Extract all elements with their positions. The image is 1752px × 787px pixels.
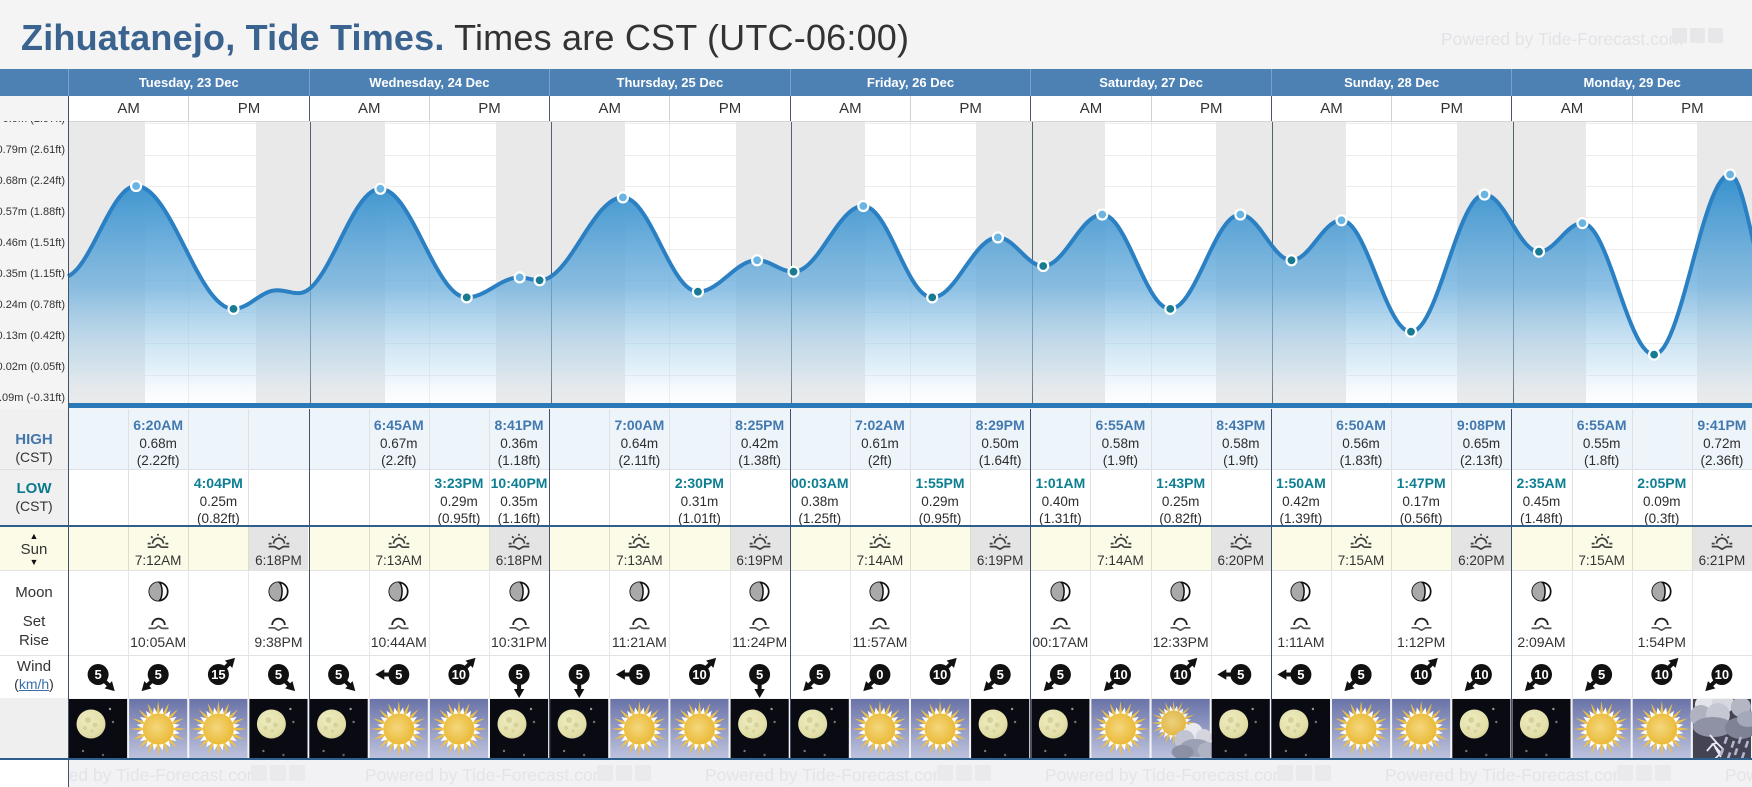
svg-text:5: 5 [1357,667,1364,682]
svg-text:10: 10 [452,667,466,682]
svg-text:5: 5 [1057,667,1064,682]
svg-text:5: 5 [94,667,101,682]
svg-text:10: 10 [1113,667,1127,682]
svg-text:5: 5 [576,667,583,682]
svg-text:10: 10 [933,667,947,682]
svg-text:10: 10 [1715,667,1729,682]
svg-text:5: 5 [275,667,282,682]
svg-text:0: 0 [876,667,883,682]
svg-text:5: 5 [515,667,522,682]
svg-text:5: 5 [335,667,342,682]
svg-text:15: 15 [211,667,225,682]
svg-text:5: 5 [816,667,823,682]
svg-text:10: 10 [1173,667,1187,682]
svg-text:10: 10 [1655,667,1669,682]
svg-text:5: 5 [756,667,763,682]
svg-text:5: 5 [155,667,162,682]
svg-text:10: 10 [1474,667,1488,682]
svg-text:5: 5 [1237,667,1244,682]
svg-text:10: 10 [1534,667,1548,682]
svg-text:5: 5 [1297,667,1304,682]
svg-text:10: 10 [692,667,706,682]
svg-text:5: 5 [636,667,643,682]
svg-text:5: 5 [1598,667,1605,682]
svg-text:5: 5 [997,667,1004,682]
svg-text:10: 10 [1414,667,1428,682]
svg-text:5: 5 [395,667,402,682]
